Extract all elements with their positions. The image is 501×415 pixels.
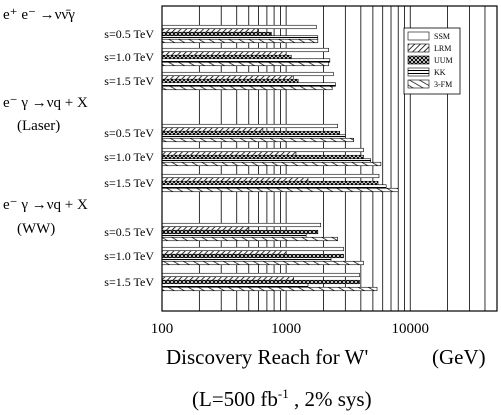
row-labels: e⁺ e⁻ →νν̄γ s=0.5 TeV s=1.0 TeV s=1.5 TeV e⁻… <box>3 7 154 289</box>
bar-uum <box>161 180 379 186</box>
row-label: s=1.5 TeV <box>104 275 154 289</box>
row-label: s=1.0 TeV <box>104 249 154 263</box>
bar-3-fm <box>161 260 364 266</box>
legend-label: 3-FM <box>434 80 452 89</box>
row-label: s=1.5 TeV <box>104 74 154 88</box>
row-label: s=1.5 TeV <box>104 176 154 190</box>
bar-uum <box>161 54 292 60</box>
x-tick-label: 100 <box>151 321 174 337</box>
bar-uum <box>161 31 272 37</box>
legend-label: SSM <box>434 32 450 41</box>
group-title: e⁻ γ →νq + X <box>3 95 88 111</box>
bar-3-fm <box>161 187 399 193</box>
plot-frame <box>161 5 498 312</box>
bar-3-fm <box>161 61 329 67</box>
row-label: s=0.5 TeV <box>104 27 154 41</box>
bar-3-fm <box>161 38 319 44</box>
x-tick-label: 1000 <box>271 321 301 337</box>
bar-lrm <box>161 75 294 80</box>
row-label: s=0.5 TeV <box>104 225 154 239</box>
legend: SSM LRM UUM KK 3-FM <box>403 27 461 95</box>
bar-kk <box>161 233 307 238</box>
x-axis-label: Discovery Reach for W' <box>166 345 368 369</box>
bar-ssm <box>161 47 329 53</box>
group-subtitle: (WW) <box>17 221 55 237</box>
x-tick-label: 10000 <box>391 321 429 337</box>
legend-swatch <box>407 31 430 41</box>
x-axis-unit: (GeV) <box>432 345 486 369</box>
bar-ssm <box>161 123 338 129</box>
subtitle-superscript: -1 <box>278 386 289 401</box>
bar-uum <box>161 78 299 84</box>
bar-ssm <box>161 272 360 278</box>
bar-uum <box>161 229 319 235</box>
chart-subtitle: (L=500 fb-1 , 2% sys) <box>192 386 372 411</box>
legend-label: LRM <box>434 44 451 53</box>
bar-kk <box>161 82 336 87</box>
bar-uum <box>161 253 344 259</box>
bar-lrm <box>161 276 294 281</box>
legend-label: UUM <box>434 56 453 65</box>
bar-lrm <box>161 127 264 132</box>
bar-uum <box>161 154 364 160</box>
bar-lrm <box>161 177 309 182</box>
bar-lrm <box>161 250 287 255</box>
bar-uum <box>161 279 360 285</box>
legend-swatch <box>407 43 430 53</box>
bar-kk <box>161 184 387 189</box>
bar-lrm <box>161 151 297 156</box>
bar-ssm <box>161 24 317 30</box>
bar-ssm <box>161 222 322 228</box>
bar-kk <box>161 134 346 139</box>
legend-swatch <box>407 67 430 77</box>
bar-lrm <box>161 51 287 56</box>
x-tick-labels: 100 1000 10000 <box>151 321 429 337</box>
bar-3-fm <box>161 137 354 143</box>
bar-kk <box>161 58 331 63</box>
bar-uum <box>161 130 340 136</box>
bar-3-fm <box>161 161 382 167</box>
legend-swatch <box>407 79 430 89</box>
bar-ssm <box>161 173 380 179</box>
bar-3-fm <box>161 236 338 242</box>
bar-kk <box>161 283 309 288</box>
legend-label: KK <box>434 68 446 77</box>
bar-3-fm <box>161 85 333 91</box>
bar-kk <box>161 35 319 40</box>
row-label: s=0.5 TeV <box>104 126 154 140</box>
row-label: s=1.0 TeV <box>104 150 154 164</box>
bar-kk <box>161 257 332 262</box>
bar-ssm <box>161 71 334 77</box>
bar-kk <box>161 158 371 163</box>
bar-ssm <box>161 147 364 153</box>
legend-swatch <box>407 55 430 65</box>
group-title: e⁺ e⁻ →νν̄γ <box>3 7 75 23</box>
group-title: e⁻ γ →νq + X <box>3 197 88 213</box>
bar-lrm <box>161 226 250 231</box>
bar-3-fm <box>161 286 378 292</box>
bars <box>161 24 399 292</box>
bar-lrm <box>161 28 258 33</box>
group-subtitle: (Laser) <box>17 118 60 134</box>
bar-ssm <box>161 246 344 252</box>
row-label: s=1.0 TeV <box>104 50 154 64</box>
